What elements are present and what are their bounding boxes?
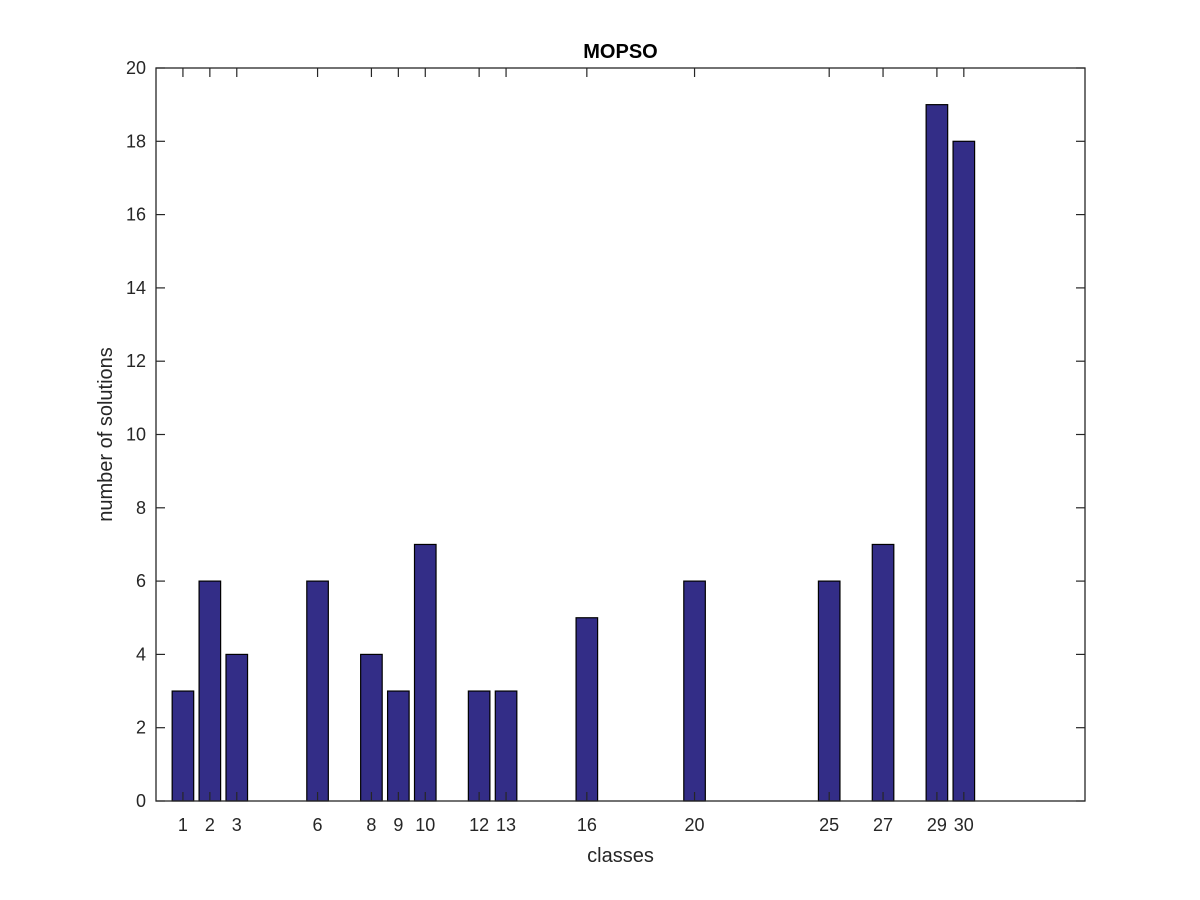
y-tick-label: 2 <box>136 718 146 738</box>
bars-group <box>171 104 976 802</box>
x-axis-label: classes <box>587 845 654 867</box>
x-axis-ticks: 1 2 3 6 8 9 10 12 13 16 20 25 27 29 30 <box>178 68 974 835</box>
bar-class-1 <box>171 690 195 802</box>
x-tick-label: 25 <box>819 815 839 835</box>
x-tick-label: 9 <box>393 815 403 835</box>
bar-class-12 <box>467 690 491 802</box>
x-tick-label: 10 <box>415 815 435 835</box>
y-axis-ticks: 0 2 4 6 8 10 12 14 16 18 20 <box>126 58 1085 811</box>
y-tick-label: 16 <box>126 205 146 225</box>
x-tick-label: 13 <box>496 815 516 835</box>
bar-class-8 <box>360 653 383 802</box>
x-tick-label: 8 <box>366 815 376 835</box>
chart-title: MOPSO <box>583 41 657 63</box>
y-tick-label: 12 <box>126 351 146 371</box>
y-tick-label: 0 <box>136 791 146 811</box>
x-tick-label: 30 <box>954 815 974 835</box>
x-tick-label: 16 <box>577 815 597 835</box>
y-tick-label: 10 <box>126 425 146 445</box>
bar-class-30 <box>952 140 976 802</box>
bar-class-3 <box>225 653 249 802</box>
y-tick-label: 14 <box>126 278 146 298</box>
bar-class-27 <box>871 543 895 802</box>
y-axis-label: number of solutions <box>95 347 117 522</box>
y-tick-label: 20 <box>126 58 146 78</box>
bar-class-13 <box>494 690 518 802</box>
y-tick-label: 8 <box>136 498 146 518</box>
bar-class-29 <box>925 104 949 802</box>
bar-class-20 <box>683 580 706 802</box>
x-tick-label: 2 <box>205 815 215 835</box>
y-tick-label: 6 <box>136 571 146 591</box>
y-tick-label: 18 <box>126 131 146 151</box>
bar-class-10 <box>413 543 437 802</box>
axes-frame <box>155 67 1086 802</box>
x-tick-label: 20 <box>685 815 705 835</box>
bar-class-2 <box>198 580 222 802</box>
x-tick-label: 1 <box>178 815 188 835</box>
x-tick-label: 29 <box>927 815 947 835</box>
bar-class-9 <box>386 690 410 802</box>
x-tick-label: 12 <box>469 815 489 835</box>
y-tick-label: 4 <box>136 644 146 664</box>
x-tick-label: 6 <box>313 815 323 835</box>
bar-class-16 <box>575 617 599 802</box>
bar-class-25 <box>817 580 841 802</box>
bar-class-6 <box>306 580 329 802</box>
x-tick-label: 3 <box>232 815 242 835</box>
x-tick-label: 27 <box>873 815 893 835</box>
